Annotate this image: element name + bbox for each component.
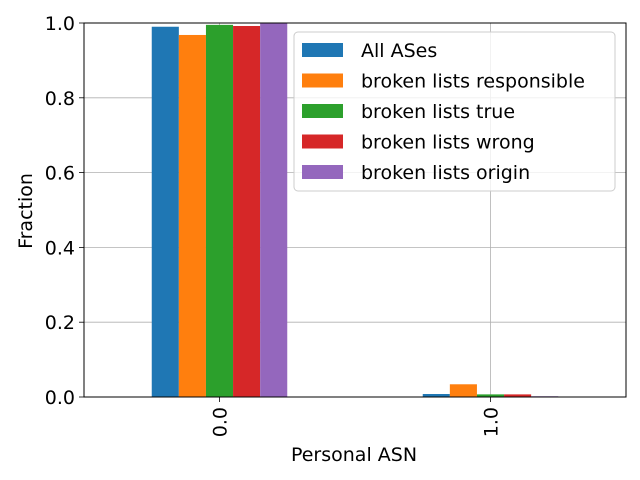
bar-broken-lists-true-0.0 [205, 24, 234, 398]
x-axis-ticks: 0.0 1.0 [210, 397, 503, 437]
legend-swatch [302, 165, 343, 179]
y-tick-label: 0.8 [45, 88, 75, 110]
bar-broken-lists-responsible-1.0 [449, 384, 477, 397]
legend-label: broken lists origin [361, 162, 530, 184]
y-axis-ticks: 0.0 0.2 0.4 0.6 0.8 1.0 [45, 13, 84, 409]
legend-box [293, 31, 616, 192]
bar-broken-lists-origin-0.0 [260, 23, 288, 397]
plot-frame [83, 22, 627, 398]
bar-broken-lists-wrong-0.0 [233, 25, 261, 397]
x-tick-label: 0.0 [210, 407, 232, 437]
legend-swatch [302, 43, 343, 57]
y-tick-label: 0.4 [45, 237, 75, 259]
y-tick-label: 0.2 [45, 312, 75, 334]
x-tick-label: 1.0 [481, 407, 503, 437]
bar-broken-lists-wrong-1.0 [504, 394, 532, 397]
y-tick-label: 0.0 [45, 387, 75, 409]
y-tick-label: 1.0 [45, 13, 75, 35]
bar-broken-lists-true-1.0 [476, 394, 505, 397]
bars [151, 23, 559, 398]
legend-label: broken lists wrong [361, 132, 535, 154]
bar-all-ases-0.0 [151, 26, 179, 398]
bar-all-ases-1.0 [422, 394, 450, 397]
legend-label: broken lists true [361, 101, 515, 123]
legend: All ASes broken lists responsible broken l… [293, 31, 616, 192]
legend-swatch [302, 73, 343, 88]
legend-label: broken lists responsible [361, 71, 585, 93]
x-axis-label: Personal ASN [291, 444, 417, 466]
legend-swatch [302, 134, 343, 149]
legend-swatch [302, 104, 343, 118]
legend-label: All ASes [361, 40, 437, 62]
y-axis-label: Fraction [15, 173, 37, 249]
bar-broken-lists-responsible-0.0 [178, 34, 206, 398]
y-tick-label: 0.6 [45, 163, 75, 185]
